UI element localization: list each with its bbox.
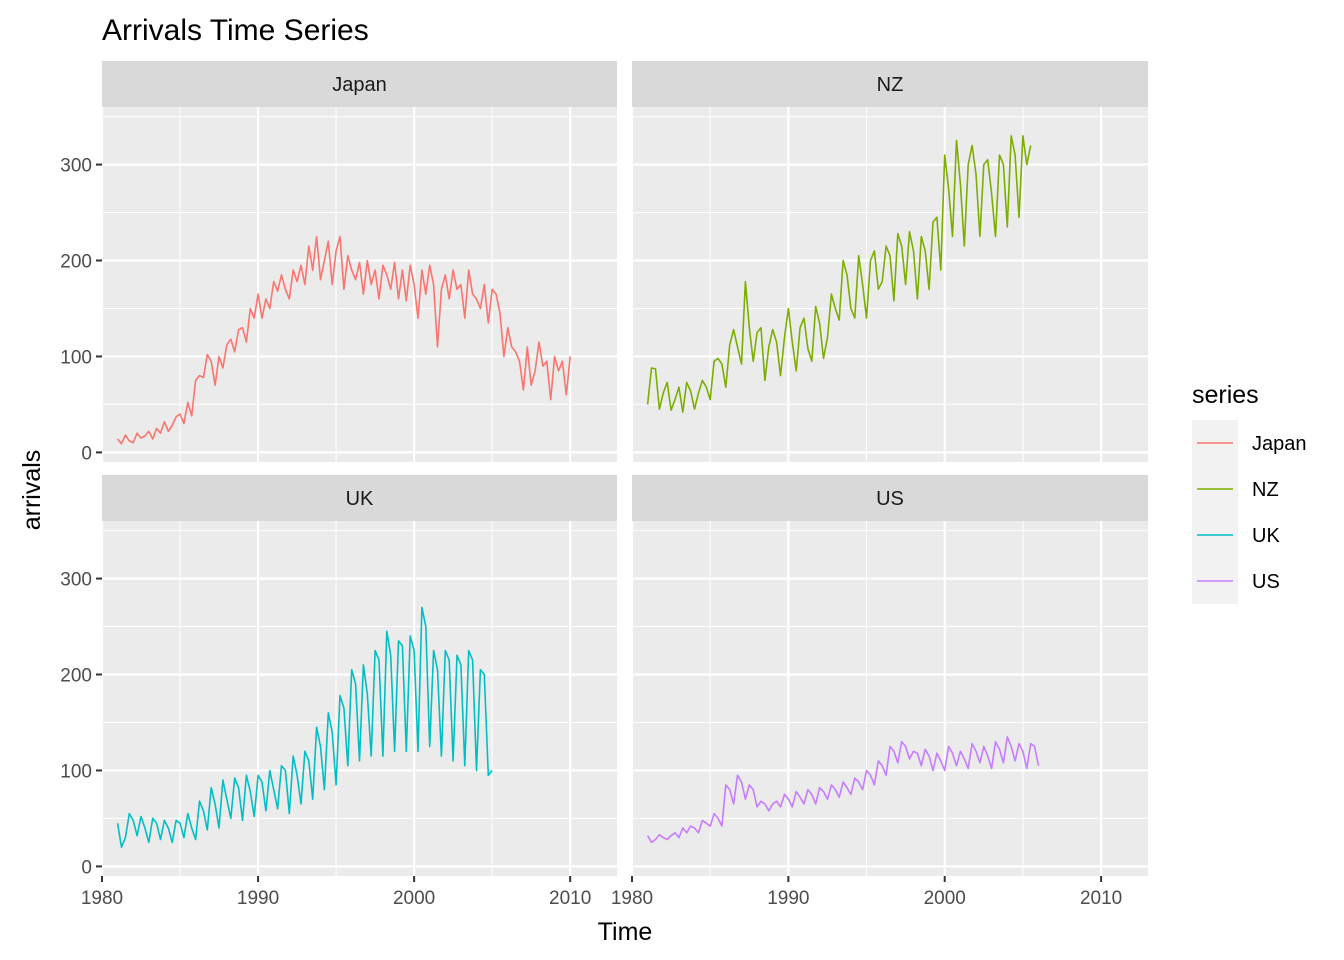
legend-item-nz: NZ [1192, 466, 1279, 512]
facet-panels: Japan 0 100 200 300 NZ UK 0 100 200 300 1980 1990 200… [60, 61, 1148, 909]
x-tick-label: 2000 [393, 888, 435, 909]
x-tick-label: 1980 [611, 888, 653, 909]
legend-label-us: US [1252, 571, 1280, 593]
legend-item-us: US [1192, 558, 1280, 604]
facet-uk: UK 0 100 200 300 1980 1990 2000 2010 [60, 475, 617, 909]
facet-strip-label-nz: NZ [877, 74, 904, 96]
x-tick-label: 2000 [924, 888, 966, 909]
facet-strip-label-japan: Japan [332, 74, 387, 96]
legend-title: series [1192, 381, 1259, 409]
y-tick-label: 0 [81, 857, 92, 878]
x-tick-label: 1990 [237, 888, 279, 909]
y-tick-label: 200 [60, 666, 92, 687]
facet-us: US 1980 1990 2000 2010 [611, 475, 1148, 909]
legend-label-uk: UK [1252, 525, 1280, 547]
facet-japan: Japan 0 100 200 300 [60, 61, 617, 464]
legend-item-uk: UK [1192, 512, 1280, 558]
panel-background-us [632, 521, 1148, 876]
facet-strip-japan [102, 61, 617, 107]
x-tick-label: 2010 [1080, 888, 1122, 909]
panel-background-nz [632, 107, 1148, 462]
facet-strip-nz [632, 61, 1148, 107]
facet-nz: NZ [630, 61, 1148, 462]
legend-label-japan: Japan [1252, 433, 1307, 455]
panel-background-japan [102, 107, 617, 462]
series-line-japan [116, 235, 571, 445]
x-tick-label: 1990 [767, 888, 809, 909]
y-tick-label: 300 [60, 570, 92, 591]
series-line-uk [116, 606, 493, 849]
chart-title: Arrivals Time Series [102, 14, 369, 47]
facet-strip-uk [102, 475, 617, 521]
y-tick-label: 300 [60, 156, 92, 177]
y-tick-label: 200 [60, 252, 92, 273]
series-line-us [646, 736, 1040, 844]
series-line-nz [646, 135, 1032, 413]
facet-strip-us [632, 475, 1148, 521]
legend: Japan NZ UK US [1192, 420, 1307, 604]
y-axis-label: arrivals [18, 450, 46, 531]
x-axis-label: Time [598, 918, 653, 946]
legend-label-nz: NZ [1252, 479, 1279, 501]
legend-item-japan: Japan [1192, 420, 1307, 466]
x-tick-label: 2010 [549, 888, 591, 909]
y-tick-label: 100 [60, 761, 92, 782]
y-tick-label: 0 [81, 443, 92, 464]
facet-strip-label-us: US [876, 488, 904, 510]
x-tick-label: 1980 [81, 888, 123, 909]
facet-strip-label-uk: UK [346, 488, 374, 510]
y-tick-label: 100 [60, 347, 92, 368]
